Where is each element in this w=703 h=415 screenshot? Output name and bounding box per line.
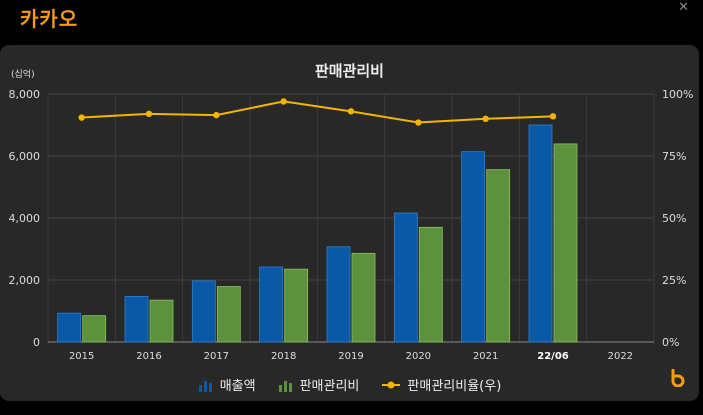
x-tick-label: 2020 [406, 351, 431, 362]
x-tick-label: 2017 [204, 351, 229, 362]
y-axis-unit-label: (십억) [11, 70, 35, 80]
legend-item-sga[interactable]: 판매관리비 [278, 375, 360, 394]
legend-item-sales[interactable]: 매출액 [198, 375, 256, 394]
bar-sales[interactable] [326, 246, 351, 343]
x-tick-label: 2016 [136, 351, 161, 362]
bar-chart-icon [278, 380, 292, 392]
point-ratio[interactable] [145, 110, 153, 118]
bar-sga[interactable] [82, 315, 107, 343]
bar-sga[interactable] [149, 299, 174, 343]
x-tick-label: 2018 [271, 351, 296, 362]
bar-sales[interactable] [259, 266, 284, 343]
bar-sga[interactable] [553, 143, 578, 343]
bar-sga[interactable] [418, 226, 443, 343]
bar-chart-icon [198, 380, 212, 392]
legend-label-sales: 매출액 [219, 379, 256, 394]
bar-sales[interactable] [57, 312, 82, 343]
bar-sga[interactable] [284, 268, 309, 343]
y-left-tick-label: 0 [33, 336, 40, 349]
legend: 매출액 판매관리비 판매관리비율(우) [0, 375, 699, 394]
y-right-tick-label: 50% [662, 212, 686, 225]
bar-sales[interactable] [461, 151, 486, 343]
point-ratio[interactable] [549, 113, 557, 120]
bar-sga[interactable] [486, 169, 511, 343]
legend-item-ratio[interactable]: 판매관리비율(우) [381, 375, 501, 394]
chart-panel: 판매관리비 (십억) 0 2,000 4,000 6,000 8,000 0% 25% 50%… [0, 45, 699, 401]
x-tick-label: 2015 [69, 351, 94, 362]
point-ratio[interactable] [482, 115, 489, 123]
y-left-tick-label: 4,000 [9, 212, 41, 225]
chart-plot: 0 2,000 4,000 6,000 8,000 0% 25% 50% 75% 100% 2015… [9, 88, 694, 362]
bar-sales[interactable] [191, 280, 216, 343]
y-left-tick-label: 2,000 [9, 274, 41, 287]
bar-sales[interactable] [528, 124, 553, 343]
x-tick-label: 2019 [338, 351, 363, 362]
line-marker-icon [382, 381, 401, 388]
point-ratio[interactable] [280, 98, 287, 105]
line-ratio [81, 100, 554, 124]
y-right-tick-label: 75% [662, 150, 686, 163]
point-ratio[interactable] [415, 119, 422, 126]
y-left-tick-label: 8,000 [9, 88, 41, 101]
x-tick-label: 2021 [473, 351, 498, 362]
close-icon[interactable]: ✕ [678, 0, 689, 15]
y-right-tick-label: 100% [662, 88, 693, 101]
y-right-tick-label: 0% [662, 336, 679, 349]
bar-sales[interactable] [393, 212, 418, 343]
x-tick-label: 22/06 [537, 351, 569, 362]
point-ratio[interactable] [213, 111, 220, 119]
x-tick-label: 2022 [608, 351, 633, 362]
point-ratio[interactable] [347, 108, 355, 115]
brand-logo-icon[interactable] [669, 369, 687, 387]
bar-sga[interactable] [351, 252, 376, 343]
window-title: 카카오 [20, 7, 79, 31]
chart-title: 판매관리비 [314, 62, 384, 80]
bar-sga[interactable] [216, 286, 241, 343]
bar-sales[interactable] [124, 296, 149, 343]
legend-label-ratio: 판매관리비율(우) [407, 379, 502, 394]
y-left-tick-label: 6,000 [9, 150, 41, 163]
point-ratio[interactable] [78, 114, 85, 121]
y-right-tick-label: 25% [662, 274, 686, 287]
legend-label-sga: 판매관리비 [299, 379, 360, 394]
